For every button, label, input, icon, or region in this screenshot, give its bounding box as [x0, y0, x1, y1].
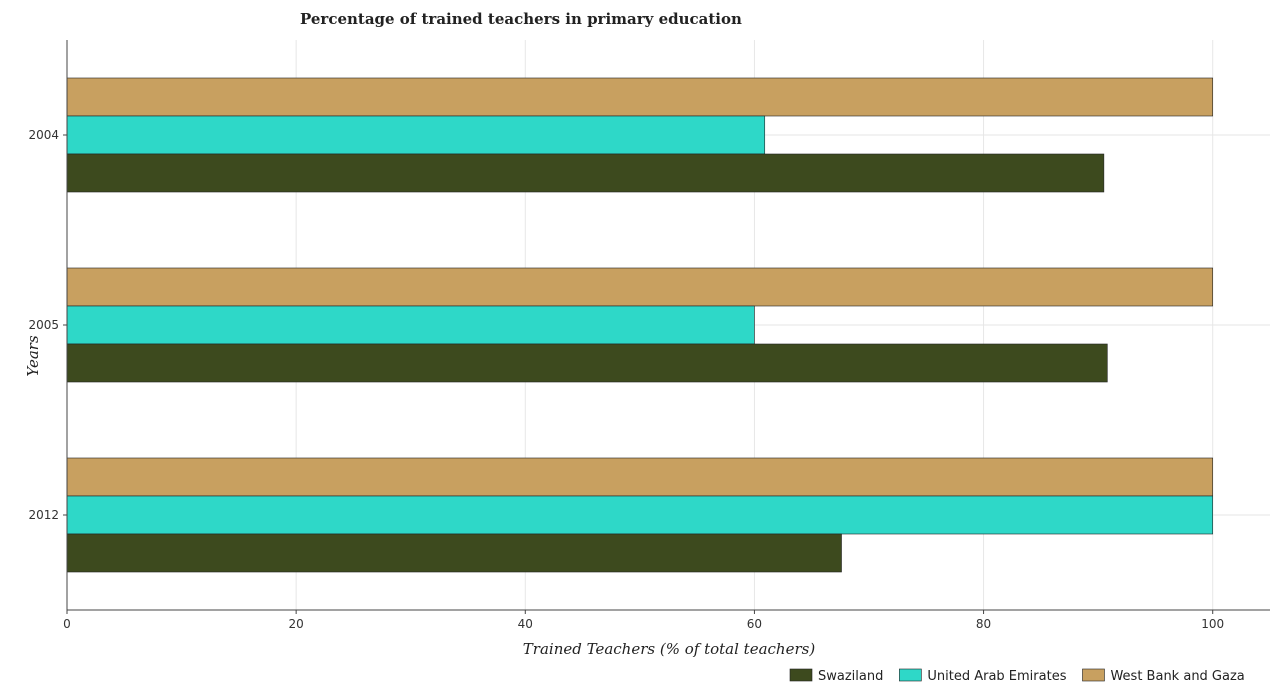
- legend-label: Swaziland: [818, 669, 883, 684]
- legend-swatch: [1082, 668, 1105, 682]
- x-tick-label: 80: [976, 617, 991, 631]
- legend: Swaziland United Arab Emirates West Bank a…: [789, 668, 1245, 684]
- y-tick-label: 2004: [28, 128, 59, 142]
- bar-west-bank-and-gaza-2004: [66, 77, 1214, 117]
- y-tick-label: 2005: [28, 318, 59, 332]
- y-tick-label: 2012: [28, 508, 59, 522]
- legend-swatch: [899, 668, 922, 682]
- bar-swaziland-2004: [66, 153, 1105, 193]
- bar-west-bank-and-gaza-2012: [66, 457, 1214, 497]
- bar-swaziland-2005: [66, 343, 1108, 383]
- bar-united-arab-emirates-2012: [66, 495, 1214, 535]
- x-tick-label: 100: [1201, 617, 1224, 631]
- chart-title: Percentage of trained teachers in primar…: [300, 10, 742, 28]
- bar-swaziland-2012: [66, 533, 842, 573]
- legend-swatch: [789, 668, 813, 682]
- bar-united-arab-emirates-2005: [66, 305, 755, 345]
- legend-label: United Arab Emirates: [927, 669, 1066, 684]
- bars: [66, 77, 1214, 573]
- x-tick-label: 0: [63, 617, 71, 631]
- x-axis-label: Trained Teachers (% of total teachers): [523, 640, 816, 658]
- x-tick-label: 20: [289, 617, 304, 631]
- y-axis-label: Years: [24, 335, 42, 377]
- bar-united-arab-emirates-2004: [66, 115, 766, 155]
- legend-label: West Bank and Gaza: [1110, 669, 1244, 684]
- x-tick-label: 40: [518, 617, 533, 631]
- bar-west-bank-and-gaza-2005: [66, 267, 1214, 307]
- axes: 0 20 40 60 80 100 2004 2005 2012: [28, 40, 1270, 631]
- x-tick-label: 60: [747, 617, 762, 631]
